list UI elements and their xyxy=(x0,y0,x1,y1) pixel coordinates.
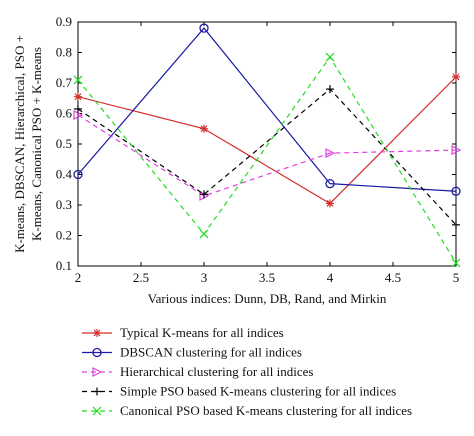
data-point xyxy=(325,178,335,189)
x-tick-label: 4 xyxy=(327,270,334,285)
legend-marker xyxy=(92,367,103,377)
y-tick-label: 0.4 xyxy=(56,167,73,182)
x-tick-label: 3.5 xyxy=(259,270,275,285)
legend-marker xyxy=(92,406,102,416)
y-axis-title-line-2: K-means, Canonical PSO + K-means xyxy=(29,47,44,241)
data-point xyxy=(326,85,334,94)
data-point xyxy=(200,124,208,133)
legend-item: DBSCAN clustering for all indices xyxy=(82,345,302,360)
y-tick-label: 0.6 xyxy=(56,106,73,121)
legend-marker xyxy=(93,387,101,396)
x-tick-label: 3 xyxy=(201,270,208,285)
series-line xyxy=(77,114,457,197)
plot-area xyxy=(77,21,457,267)
data-point xyxy=(325,52,335,62)
x-tick-label: 2 xyxy=(75,270,82,285)
legend-item: Canonical PSO based K-means clustering f… xyxy=(82,403,412,418)
data-point xyxy=(73,169,83,180)
x-tick-label: 4.5 xyxy=(385,270,401,285)
legend-label: Canonical PSO based K-means clustering f… xyxy=(120,403,412,418)
series-line xyxy=(77,55,457,264)
data-point xyxy=(451,145,462,156)
legend-marker xyxy=(93,329,101,337)
legend-label: Typical K-means for all indices xyxy=(120,325,284,340)
data-point xyxy=(73,110,84,120)
legend-label: DBSCAN clustering for all indices xyxy=(120,345,302,360)
axis-labels: Various indices: Dunn, DB, Rand, and Mir… xyxy=(12,35,387,306)
data-point xyxy=(326,199,334,208)
data-point xyxy=(199,23,209,33)
x-tick-label: 5 xyxy=(453,270,460,285)
data-point xyxy=(451,258,461,268)
series-5 xyxy=(73,52,461,268)
y-tick-label: 0.1 xyxy=(56,258,72,273)
legend-item: Simple PSO based K-means clustering for … xyxy=(82,384,396,399)
axis-ticks: 2 2.5 3 3.5 4 4.5 5 0.1 0.2 0.3 0.4 0.5 0.6 0.7 0.8 0.9 xyxy=(56,14,460,285)
data-point xyxy=(73,75,83,85)
data-point xyxy=(74,104,82,113)
x-tick-label: 2.5 xyxy=(133,270,149,285)
legend-item: Hierarchical clustering for all indices xyxy=(82,364,313,379)
y-tick-label: 0.9 xyxy=(56,14,72,29)
legend: Typical K-means for all indices DBSCAN cl… xyxy=(82,325,412,418)
legend-marker xyxy=(92,347,102,358)
data-point xyxy=(452,72,460,81)
series-line xyxy=(77,88,457,226)
data-point xyxy=(325,148,336,159)
series-line xyxy=(77,27,457,192)
data-point xyxy=(452,220,460,229)
y-tick-label: 0.8 xyxy=(56,45,72,60)
y-tick-label: 0.7 xyxy=(56,75,73,90)
y-tick-label: 0.5 xyxy=(56,136,72,151)
y-tick-label: 0.2 xyxy=(56,228,72,243)
y-axis-title-line-1: K-means, DBSCAN, Hierarchical, PSO + xyxy=(12,35,27,253)
data-point xyxy=(451,186,461,196)
data-point xyxy=(74,92,82,101)
series-4 xyxy=(74,85,460,229)
legend-label: Hierarchical clustering for all indices xyxy=(120,364,313,379)
data-point xyxy=(200,190,208,199)
data-point xyxy=(199,229,209,239)
x-axis-title: Various indices: Dunn, DB, Rand, and Mir… xyxy=(148,291,387,306)
legend-item: Typical K-means for all indices xyxy=(82,325,284,340)
series-group xyxy=(73,23,462,268)
series-line xyxy=(77,76,457,205)
series-2 xyxy=(73,23,461,196)
series-1 xyxy=(74,72,460,208)
y-tick-label: 0.3 xyxy=(56,197,72,212)
legend-label: Simple PSO based K-means clustering for … xyxy=(120,384,396,399)
